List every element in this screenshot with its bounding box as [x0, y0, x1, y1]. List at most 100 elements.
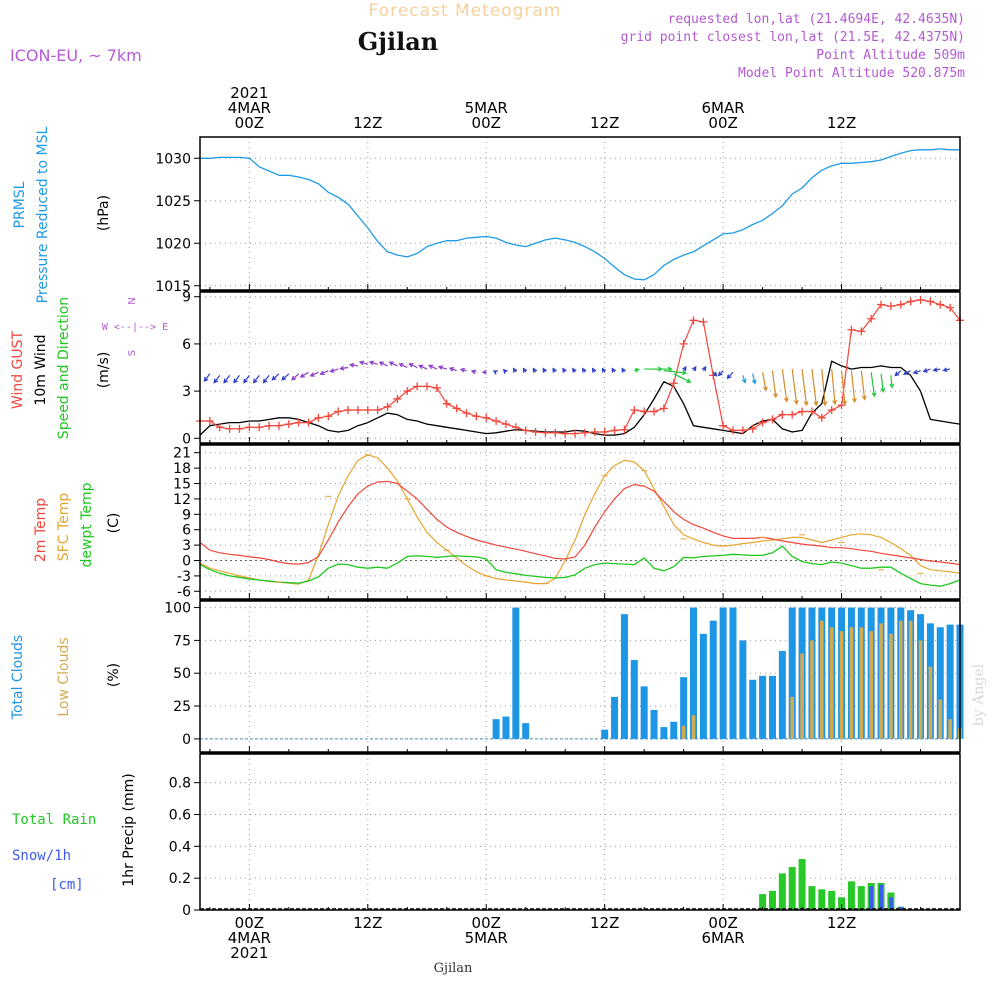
wind-direction-arrow — [781, 368, 788, 402]
wind-gust-marker — [353, 405, 362, 414]
wind-gust-marker — [886, 302, 895, 311]
wind-direction-arrowhead — [252, 378, 258, 384]
wind-direction-arrow — [310, 371, 319, 377]
temperature-ytick-label: 9 — [182, 507, 191, 523]
wind-direction-arrowhead — [271, 375, 277, 381]
wind-direction-arrowhead — [223, 378, 229, 384]
time-label-bottom: 00Z — [708, 914, 737, 932]
wind-gust-marker — [373, 405, 382, 414]
wind-direction-arrowhead — [772, 393, 778, 399]
time-label-bottom: 12Z — [827, 914, 856, 932]
total-cloud-bar — [680, 677, 688, 739]
wind-direction-arrowhead — [281, 375, 287, 381]
wind-direction-arrowhead — [634, 367, 640, 373]
wind-direction-arrow — [419, 364, 428, 370]
wind-direction-arrowhead — [894, 371, 900, 377]
frame-layer — [199, 136, 961, 911]
low-cloud-bar — [790, 696, 795, 739]
wind-gust-marker — [946, 303, 955, 312]
wind-direction-arrowhead — [889, 383, 895, 389]
wind-direction-arrow — [890, 375, 893, 388]
wind-direction-arrowhead — [751, 379, 757, 385]
wind-direction-arrow — [752, 373, 756, 384]
wind-gust-marker — [482, 413, 491, 422]
wind-direction-arrow — [271, 373, 280, 381]
total-cloud-bar — [788, 607, 796, 739]
wind-direction-arrow — [438, 366, 447, 370]
point-altitude: Point Altitude 509m — [816, 48, 965, 63]
wind-gust-marker — [314, 413, 323, 422]
wind-direction-arrowhead — [437, 365, 444, 370]
wind-label-unit: (m/s) — [96, 352, 112, 389]
wind-direction-arrow — [821, 369, 826, 406]
low-cloud-bar — [898, 620, 903, 739]
wind-direction-arrow — [840, 370, 846, 405]
total-cloud-bar — [946, 624, 954, 739]
wind-gust-marker — [215, 423, 224, 432]
wind-direction-arrowhead — [203, 376, 209, 382]
total-cloud-bar — [729, 607, 737, 739]
total-cloud-bar — [699, 633, 707, 739]
time-label-top: 00Z — [235, 114, 264, 132]
rain-bar — [759, 894, 767, 910]
low-cloud-bar — [800, 653, 804, 739]
wind-direction-arrowhead — [213, 378, 219, 384]
wind-direction-arrowhead — [522, 367, 528, 373]
pressure-ytick-label: 1030 — [155, 151, 191, 167]
precip-frame — [199, 753, 961, 911]
temperature-ytick-label: 3 — [182, 538, 191, 554]
low-cloud-bar — [889, 633, 893, 739]
wind-direction-arrowhead — [299, 373, 305, 378]
wind-direction-arrowhead — [852, 397, 857, 404]
wind-direction-arrow — [850, 370, 856, 402]
wind-direction-arrowhead — [358, 360, 365, 366]
pressure-ytick-label: 1015 — [155, 279, 191, 295]
wind-gust-marker — [906, 297, 915, 306]
wind-direction-arrow — [811, 369, 817, 406]
wind-direction-arrow — [389, 361, 398, 367]
pressure-ytick-label: 1025 — [155, 194, 191, 210]
wind-gust-marker — [580, 428, 589, 437]
cloud-label-low: Low Clouds — [56, 637, 72, 716]
time-label-top: 5MAR — [465, 99, 508, 117]
wind-direction-arrowhead — [388, 361, 394, 366]
wind-direction-arrow — [663, 370, 686, 374]
wind-direction-arrowhead — [562, 367, 567, 373]
time-label-bottom: 12Z — [590, 914, 619, 932]
wind-label-dir: Speed and Direction — [56, 297, 72, 439]
total-cloud-bar — [502, 716, 510, 739]
wind-gust-marker — [748, 424, 757, 433]
precip-ytick-label: 0 — [182, 903, 191, 919]
wind-gust-marker — [758, 418, 767, 427]
wind-gust-marker — [442, 399, 451, 408]
wind-direction-arrowhead — [309, 372, 315, 377]
temperature-ytick-label: 6 — [182, 523, 191, 539]
wind-gust-marker — [719, 421, 728, 430]
wind-direction-arrow — [428, 364, 438, 370]
wind-direction-arrowhead — [481, 369, 487, 375]
wind-direction-arrow — [880, 373, 884, 392]
wind-direction-arrowhead — [922, 368, 928, 373]
precip-ytick-label: 0.2 — [169, 871, 191, 887]
wind-ytick-label: 9 — [182, 290, 191, 306]
time-label-bottom: 2021 — [230, 944, 268, 962]
wind-gust-marker — [699, 317, 708, 326]
wind-direction-arrowhead — [591, 367, 597, 373]
wind-gust-marker — [926, 297, 935, 306]
pressure-frame — [199, 136, 961, 291]
rain-bar — [778, 873, 786, 910]
total-cloud-bar — [601, 729, 609, 739]
wind-gust-marker — [817, 413, 826, 422]
wind-gust-marker — [867, 314, 876, 323]
wind-gust-marker — [423, 382, 432, 391]
wind-direction-arrow — [831, 369, 836, 404]
wind-direction-arrowhead — [871, 392, 877, 398]
temp-label-unit: (C) — [106, 513, 122, 534]
wind-direction-arrowhead — [861, 395, 867, 401]
wind-gust-marker — [393, 394, 402, 403]
wind-direction-arrowhead — [532, 367, 538, 373]
wind-direction-arrowhead — [741, 378, 747, 384]
wind-direction-arrowhead — [686, 378, 692, 383]
wind-direction-arrowhead — [329, 368, 335, 373]
